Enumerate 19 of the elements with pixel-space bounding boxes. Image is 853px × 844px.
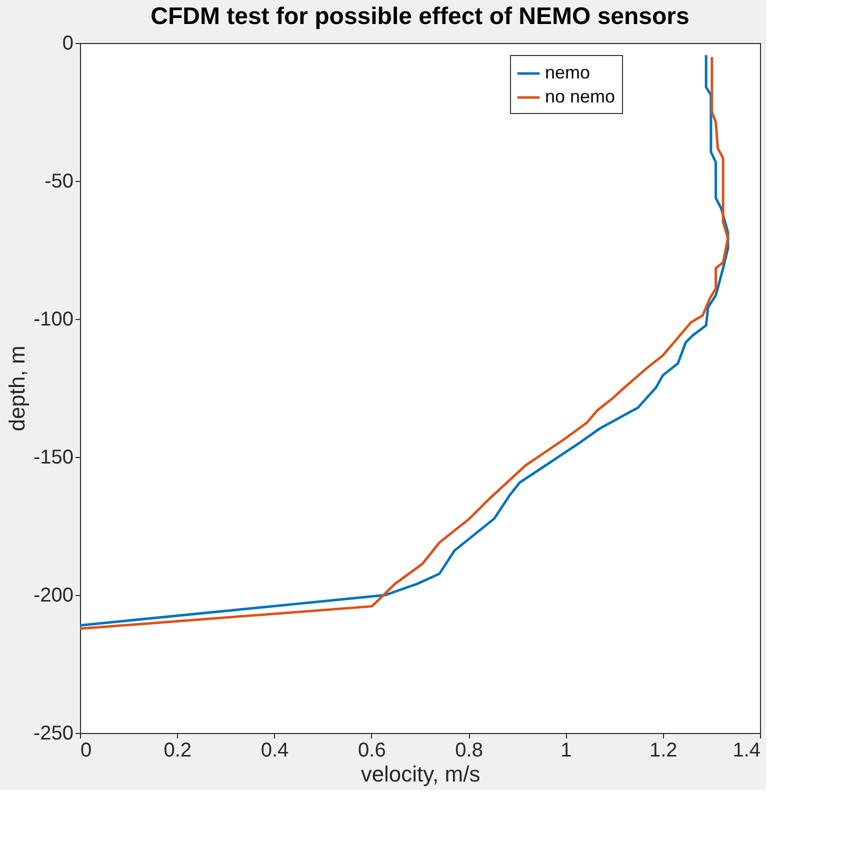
x-tick-label: 0.8 xyxy=(455,740,483,762)
x-tick-label: 0.4 xyxy=(260,740,289,762)
y-tick-label: 0 xyxy=(62,32,74,54)
legend-label: nemo xyxy=(545,62,590,82)
y-tick-label: -250 xyxy=(33,722,74,744)
x-tick-label: 1.2 xyxy=(649,740,678,762)
x-tick-label: 0.2 xyxy=(164,740,192,762)
x-tick-label: 0 xyxy=(80,740,92,762)
x-tick-label: 1.4 xyxy=(732,740,760,762)
y-axis-title: depth, m xyxy=(4,346,30,432)
x-tick-label: 1 xyxy=(560,740,572,762)
x-tick-label: 0.6 xyxy=(358,740,386,762)
y-tick-label: -150 xyxy=(33,446,74,468)
legend-label: no nemo xyxy=(545,86,616,106)
y-tick-label: -100 xyxy=(33,308,74,330)
chart-title: CFDM test for possible effect of NEMO sensors xyxy=(150,3,690,30)
y-tick-label: -200 xyxy=(33,584,74,606)
x-axis-title: velocity, m/s xyxy=(360,762,480,786)
y-tick-label: -50 xyxy=(44,170,74,192)
